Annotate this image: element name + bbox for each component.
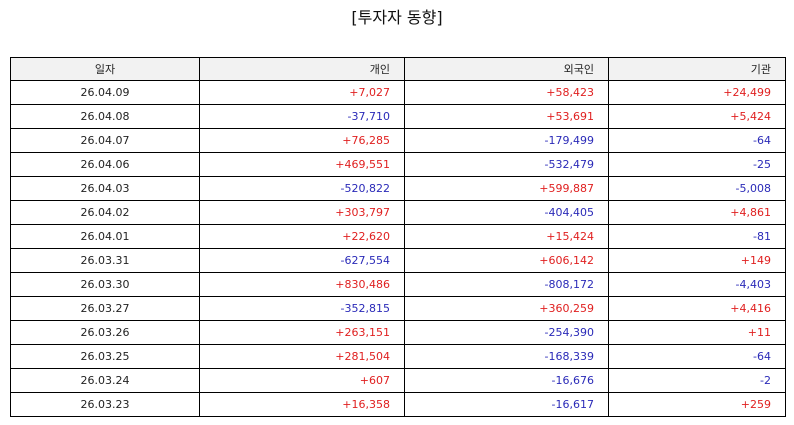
foreign-cell: -16,617: [404, 392, 609, 417]
date-cell: 26.03.25: [10, 344, 200, 369]
date-cell: 26.03.27: [10, 296, 200, 321]
table-row: 26.03.27 -352,815 +360,259 +4,416: [10, 296, 786, 321]
individual-cell: +469,551: [199, 152, 405, 177]
individual-cell: -37,710: [199, 104, 405, 129]
foreign-cell: -532,479: [404, 152, 609, 177]
institution-cell: +4,861: [608, 200, 786, 225]
individual-cell: +263,151: [199, 320, 405, 345]
table-row: 26.04.03 -520,822 +599,887 -5,008: [10, 176, 786, 201]
individual-cell: -520,822: [199, 176, 405, 201]
institution-cell: +24,499: [608, 80, 786, 105]
individual-cell: +22,620: [199, 224, 405, 249]
table-row: 26.03.23 +16,358 -16,617 +259: [10, 392, 786, 417]
table-row: 26.03.30 +830,486 -808,172 -4,403: [10, 272, 786, 297]
table-row: 26.04.01 +22,620 +15,424 -81: [10, 224, 786, 249]
individual-cell: +76,285: [199, 128, 405, 153]
institution-cell: +11: [608, 320, 786, 345]
individual-cell: +830,486: [199, 272, 405, 297]
table-row: 26.04.02 +303,797 -404,405 +4,861: [10, 200, 786, 225]
foreign-cell: -168,339: [404, 344, 609, 369]
table-row: 26.04.06 +469,551 -532,479 -25: [10, 152, 786, 177]
table-row: 26.03.25 +281,504 -168,339 -64: [10, 344, 786, 369]
foreign-cell: +599,887: [404, 176, 609, 201]
individual-cell: +281,504: [199, 344, 405, 369]
institution-cell: -81: [608, 224, 786, 249]
column-header-foreign: 외국인: [404, 57, 609, 81]
table-header-row: 일자 개인 외국인 기관: [10, 57, 786, 81]
foreign-cell: +53,691: [404, 104, 609, 129]
individual-cell: +16,358: [199, 392, 405, 417]
date-cell: 26.04.09: [10, 80, 200, 105]
investor-trend-table: 일자 개인 외국인 기관 26.04.09 +7,027 +58,423 +24…: [10, 57, 786, 417]
date-cell: 26.03.30: [10, 272, 200, 297]
foreign-cell: -404,405: [404, 200, 609, 225]
date-cell: 26.04.06: [10, 152, 200, 177]
date-cell: 26.04.08: [10, 104, 200, 129]
institution-cell: -25: [608, 152, 786, 177]
table-row: 26.04.07 +76,285 -179,499 -64: [10, 128, 786, 153]
column-header-institution: 기관: [608, 57, 786, 81]
page-title: [투자자 동향]: [351, 8, 443, 27]
individual-cell: +7,027: [199, 80, 405, 105]
foreign-cell: -808,172: [404, 272, 609, 297]
foreign-cell: -254,390: [404, 320, 609, 345]
table-row: 26.04.09 +7,027 +58,423 +24,499: [10, 80, 786, 105]
foreign-cell: -179,499: [404, 128, 609, 153]
date-cell: 26.03.24: [10, 368, 200, 393]
institution-cell: -64: [608, 128, 786, 153]
individual-cell: +607: [199, 368, 405, 393]
foreign-cell: -16,676: [404, 368, 609, 393]
column-header-individual: 개인: [199, 57, 405, 81]
date-cell: 26.04.01: [10, 224, 200, 249]
institution-cell: +149: [608, 248, 786, 273]
institution-cell: -5,008: [608, 176, 786, 201]
institution-cell: -64: [608, 344, 786, 369]
individual-cell: +303,797: [199, 200, 405, 225]
date-cell: 26.03.26: [10, 320, 200, 345]
foreign-cell: +58,423: [404, 80, 609, 105]
foreign-cell: +360,259: [404, 296, 609, 321]
table-row: 26.03.26 +263,151 -254,390 +11: [10, 320, 786, 345]
foreign-cell: +15,424: [404, 224, 609, 249]
date-cell: 26.03.31: [10, 248, 200, 273]
table-row: 26.04.08 -37,710 +53,691 +5,424: [10, 104, 786, 129]
date-cell: 26.04.02: [10, 200, 200, 225]
institution-cell: +4,416: [608, 296, 786, 321]
institution-cell: +5,424: [608, 104, 786, 129]
table-row: 26.03.24 +607 -16,676 -2: [10, 368, 786, 393]
date-cell: 26.04.03: [10, 176, 200, 201]
individual-cell: -627,554: [199, 248, 405, 273]
institution-cell: +259: [608, 392, 786, 417]
foreign-cell: +606,142: [404, 248, 609, 273]
table-row: 26.03.31 -627,554 +606,142 +149: [10, 248, 786, 273]
institution-cell: -4,403: [608, 272, 786, 297]
individual-cell: -352,815: [199, 296, 405, 321]
column-header-date: 일자: [10, 57, 200, 81]
institution-cell: -2: [608, 368, 786, 393]
date-cell: 26.03.23: [10, 392, 200, 417]
date-cell: 26.04.07: [10, 128, 200, 153]
